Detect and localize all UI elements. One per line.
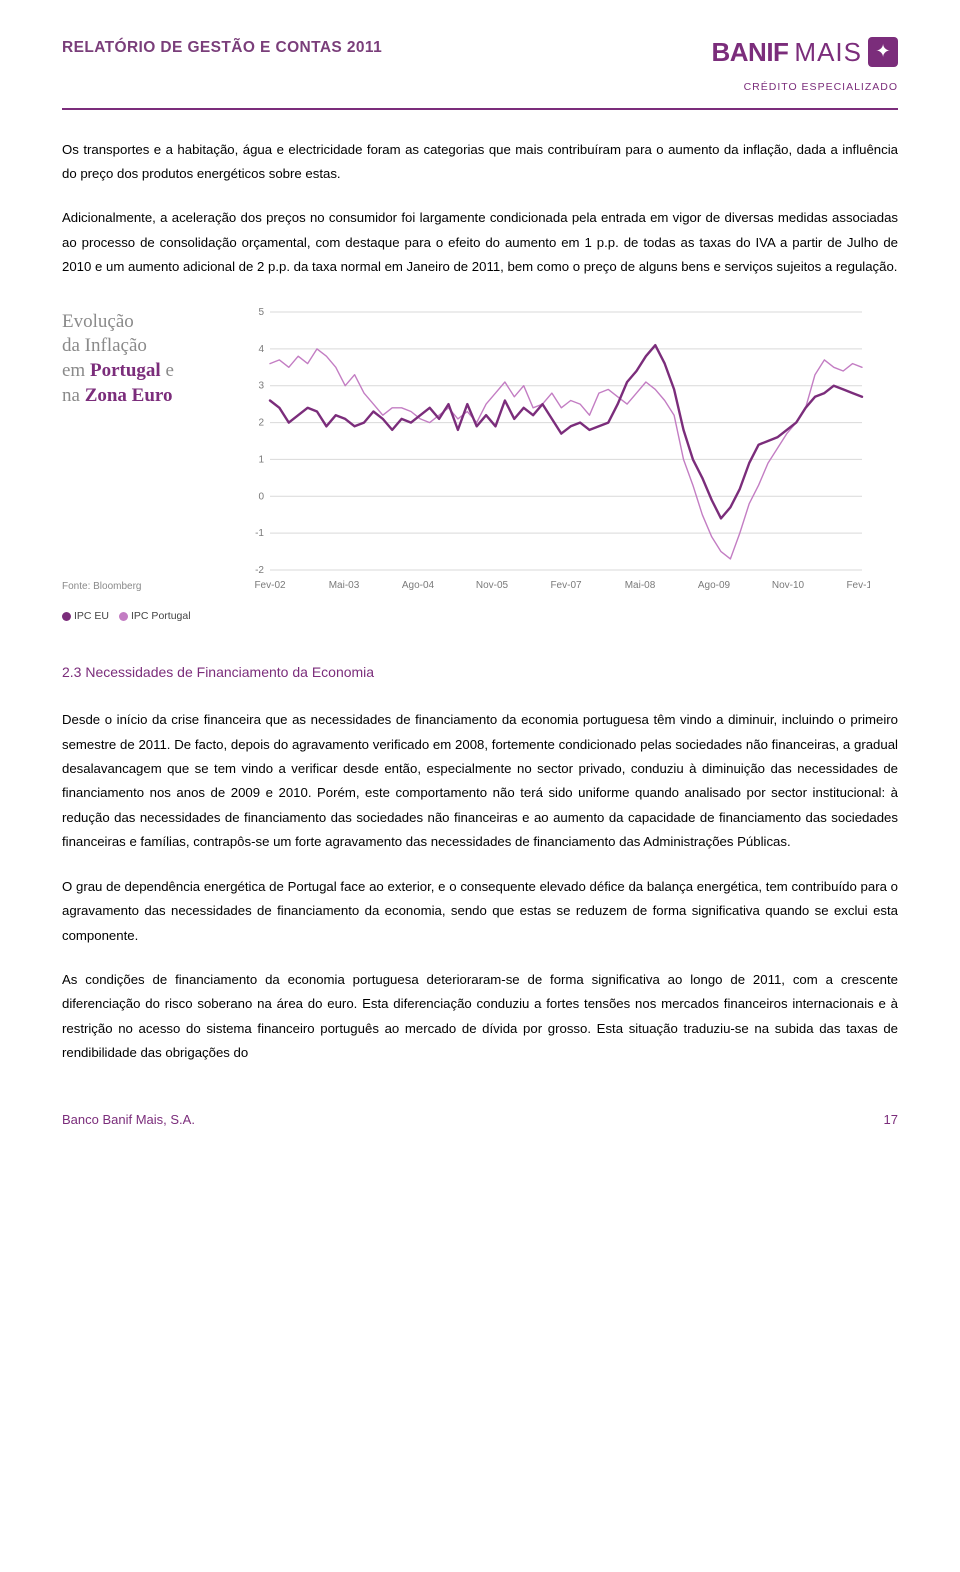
legend-pt: IPC Portugal [119, 607, 191, 626]
svg-text:4: 4 [258, 343, 264, 354]
section-heading: 2.3 Necessidades de Financiamento da Eco… [62, 660, 898, 686]
svg-text:2: 2 [258, 417, 264, 428]
paragraph-5: As condições de financiamento da economi… [62, 968, 898, 1066]
chart-title: Evolução da Inflação em Portugal e na Zo… [62, 310, 222, 409]
brand-subtitle: CRÉDITO ESPECIALIZADO [744, 78, 898, 97]
chart-title-l1b: da Inflação [62, 335, 147, 356]
svg-text:Ago-04: Ago-04 [402, 580, 435, 591]
brand-name: BANIF [711, 28, 788, 76]
svg-text:Mai-03: Mai-03 [329, 580, 360, 591]
svg-text:0: 0 [258, 491, 264, 502]
brand-block: BANIF MAIS ✦ CRÉDITO ESPECIALIZADO [711, 28, 898, 98]
svg-text:-2: -2 [255, 565, 264, 576]
paragraph-2: Adicionalmente, a aceleração dos preços … [62, 206, 898, 279]
svg-text:3: 3 [258, 380, 264, 391]
svg-text:Fev-02: Fev-02 [254, 580, 286, 591]
legend-dot-eu [62, 612, 71, 621]
chart-title-l2b: Portugal [90, 360, 161, 381]
chart-title-l2a: em [62, 360, 90, 381]
legend-pt-label: IPC Portugal [131, 610, 191, 622]
chart-title-l3a: na [62, 385, 85, 406]
legend-dot-pt [119, 612, 128, 621]
chart-source: Fonte: Bloomberg [62, 578, 222, 597]
chart-legend: IPC EU IPC Portugal [62, 607, 222, 626]
chart-left-panel: Evolução da Inflação em Portugal e na Zo… [62, 304, 222, 627]
chart-title-l1a: Evolução [62, 311, 134, 332]
chart-plot-area: -2 -1 0 1 2 3 4 5 Fev-02 Mai-03 Ago-04 Nov-05 Fev-07… [240, 304, 898, 602]
legend-eu: IPC EU [62, 607, 109, 626]
legend-eu-label: IPC EU [74, 610, 109, 622]
footer-page-number: 17 [884, 1108, 898, 1132]
svg-text:-1: -1 [255, 528, 264, 539]
chart-svg: -2 -1 0 1 2 3 4 5 Fev-02 Mai-03 Ago-04 Nov-05 Fev-07… [240, 304, 870, 594]
page-footer: Banco Banif Mais, S.A. 17 [62, 1108, 898, 1132]
svg-text:Nov-05: Nov-05 [476, 580, 509, 591]
svg-text:Fev-12: Fev-12 [846, 580, 870, 591]
paragraph-4: O grau de dependência energética de Port… [62, 875, 898, 948]
svg-text:Ago-09: Ago-09 [698, 580, 731, 591]
brand-icon: ✦ [868, 37, 898, 67]
brand-mais: MAIS [794, 28, 862, 76]
footer-company: Banco Banif Mais, S.A. [62, 1108, 195, 1132]
report-title: RELATÓRIO DE GESTÃO E CONTAS 2011 [62, 28, 382, 63]
chart-title-l3b: Zona Euro [85, 385, 173, 406]
header-divider [62, 108, 898, 110]
svg-text:5: 5 [258, 307, 264, 318]
brand-row: BANIF MAIS ✦ [711, 28, 898, 76]
svg-text:1: 1 [258, 454, 264, 465]
paragraph-3: Desde o início da crise financeira que a… [62, 708, 898, 855]
inflation-chart-block: Evolução da Inflação em Portugal e na Zo… [62, 304, 898, 627]
svg-text:Mai-08: Mai-08 [625, 580, 656, 591]
paragraph-1: Os transportes e a habitação, água e ele… [62, 138, 898, 187]
page-header: RELATÓRIO DE GESTÃO E CONTAS 2011 BANIF … [62, 28, 898, 98]
svg-text:Fev-07: Fev-07 [550, 580, 582, 591]
chart-title-l2c: e [161, 360, 174, 381]
svg-text:Nov-10: Nov-10 [772, 580, 805, 591]
